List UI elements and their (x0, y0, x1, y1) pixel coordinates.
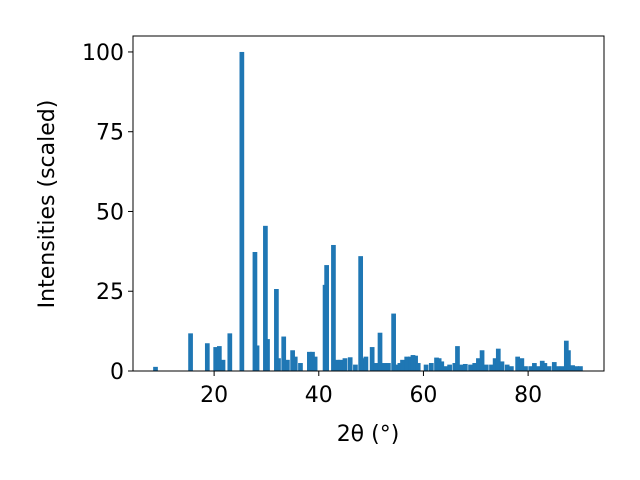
y-tick-label: 0 (110, 360, 124, 385)
bar (452, 363, 458, 371)
y-tick-label: 25 (96, 280, 124, 305)
x-tick-label: 40 (305, 383, 333, 408)
bar (570, 365, 575, 371)
bar (360, 358, 366, 371)
bar (276, 358, 281, 371)
y-tick-label: 50 (96, 200, 124, 225)
bar (358, 256, 364, 371)
bar (483, 364, 489, 371)
bar (377, 332, 383, 371)
bar (342, 358, 348, 371)
bar (499, 361, 505, 371)
bar (400, 359, 405, 371)
bar (397, 363, 403, 371)
bar (546, 366, 552, 371)
bar (472, 363, 478, 371)
y-tick-label: 100 (82, 41, 124, 66)
bar (363, 356, 369, 371)
bar (462, 363, 468, 371)
bar (331, 244, 336, 371)
bar (509, 366, 514, 371)
bar (532, 363, 537, 371)
bar (404, 356, 410, 371)
bar (542, 363, 548, 371)
bar (536, 366, 541, 371)
bar (408, 356, 413, 371)
bar (413, 355, 418, 371)
bar (423, 364, 429, 371)
bar (290, 350, 295, 371)
bar (410, 355, 416, 371)
bar (539, 360, 545, 371)
bar (468, 364, 473, 371)
bar (504, 364, 510, 371)
bar (213, 347, 219, 371)
bar (254, 345, 260, 371)
bar (216, 346, 222, 371)
bar (347, 357, 353, 371)
bar (386, 363, 391, 371)
bar (391, 313, 396, 371)
bar (310, 351, 315, 371)
bar (495, 348, 501, 371)
y-tick-label: 75 (96, 121, 124, 146)
bar (220, 359, 226, 371)
bar (515, 356, 521, 371)
bar (555, 366, 561, 371)
bar (298, 363, 303, 371)
bar (265, 339, 270, 371)
bar (443, 366, 449, 371)
bar (578, 366, 583, 371)
bar (566, 350, 571, 371)
bar (353, 364, 358, 371)
bar (476, 358, 481, 371)
bar (312, 356, 318, 371)
bar (369, 347, 375, 371)
bar (574, 366, 580, 371)
bar (459, 364, 465, 371)
bar (436, 358, 442, 371)
bar (188, 333, 193, 371)
bar (381, 363, 387, 371)
plot-frame (132, 35, 605, 372)
bar (338, 359, 344, 371)
bar (285, 359, 290, 371)
x-tick-label: 60 (409, 383, 437, 408)
bar (528, 366, 534, 371)
bar (274, 289, 279, 371)
bar (492, 358, 498, 371)
bar (153, 366, 158, 371)
x-tick-label: 20 (200, 383, 228, 408)
bar (479, 350, 485, 371)
bar (292, 356, 298, 371)
bar (439, 361, 445, 371)
y-axis-label: Intensities (scaled) (35, 100, 60, 309)
bar (559, 366, 565, 371)
bar (415, 363, 421, 371)
bar (204, 343, 210, 371)
bar (227, 333, 233, 371)
bar (394, 364, 400, 371)
bar (263, 225, 268, 371)
x-tick-label: 80 (514, 383, 542, 408)
bar (252, 251, 258, 371)
bar (307, 351, 312, 371)
bar (428, 363, 434, 371)
bar (434, 357, 439, 371)
bar (489, 364, 494, 371)
bar (551, 362, 557, 371)
bar (519, 358, 525, 371)
bar (523, 366, 528, 371)
bar (447, 364, 452, 371)
bar (334, 359, 340, 371)
bar (324, 265, 329, 371)
bar (239, 51, 245, 371)
x-axis-label: 2θ (°) (337, 422, 400, 447)
bar (281, 336, 287, 371)
bar (455, 346, 460, 371)
bar (373, 363, 379, 371)
